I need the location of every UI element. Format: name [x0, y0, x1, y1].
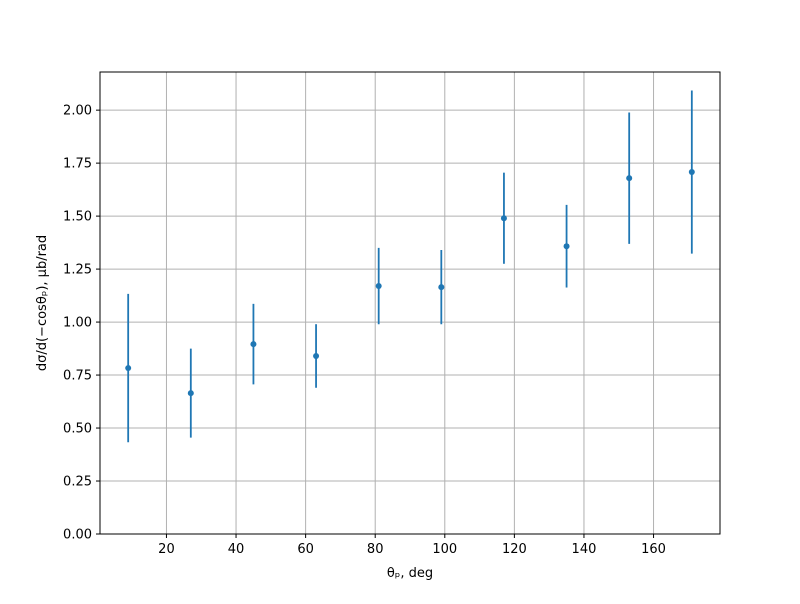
y-tick-label: 1.25 — [63, 263, 92, 278]
x-tick-label: 20 — [158, 542, 175, 557]
data-point — [438, 284, 445, 291]
x-tick-label: 160 — [641, 542, 666, 557]
x-axis-label: θₚ, deg — [387, 566, 433, 581]
x-tick-label: 60 — [297, 542, 314, 557]
data-point — [563, 243, 570, 250]
y-tick-label: 0.25 — [63, 475, 92, 490]
y-tick-label: 1.75 — [63, 157, 92, 172]
data-point — [500, 215, 507, 222]
data-point — [125, 365, 132, 372]
y-tick-label: 0.50 — [63, 422, 92, 437]
y-axis-label: dσ/d(−cosθₚ), μb/rad — [35, 235, 50, 371]
data-point — [313, 352, 320, 359]
plot-frame — [99, 71, 721, 535]
data-point — [187, 390, 194, 397]
x-tick-label: 140 — [572, 542, 597, 557]
y-tick-label: 1.50 — [63, 210, 92, 225]
data-point — [375, 283, 382, 290]
x-tick-label: 120 — [502, 542, 527, 557]
y-tick-label: 2.00 — [63, 104, 92, 119]
x-tick-label: 40 — [228, 542, 245, 557]
data-point — [688, 169, 695, 176]
data-point — [626, 175, 633, 182]
x-tick-label: 100 — [432, 542, 457, 557]
y-tick-label: 1.00 — [63, 316, 92, 331]
data-point — [250, 341, 257, 348]
x-tick-label: 80 — [367, 542, 384, 557]
y-tick-label: 0.75 — [63, 369, 92, 384]
y-tick-label: 0.00 — [63, 528, 92, 543]
